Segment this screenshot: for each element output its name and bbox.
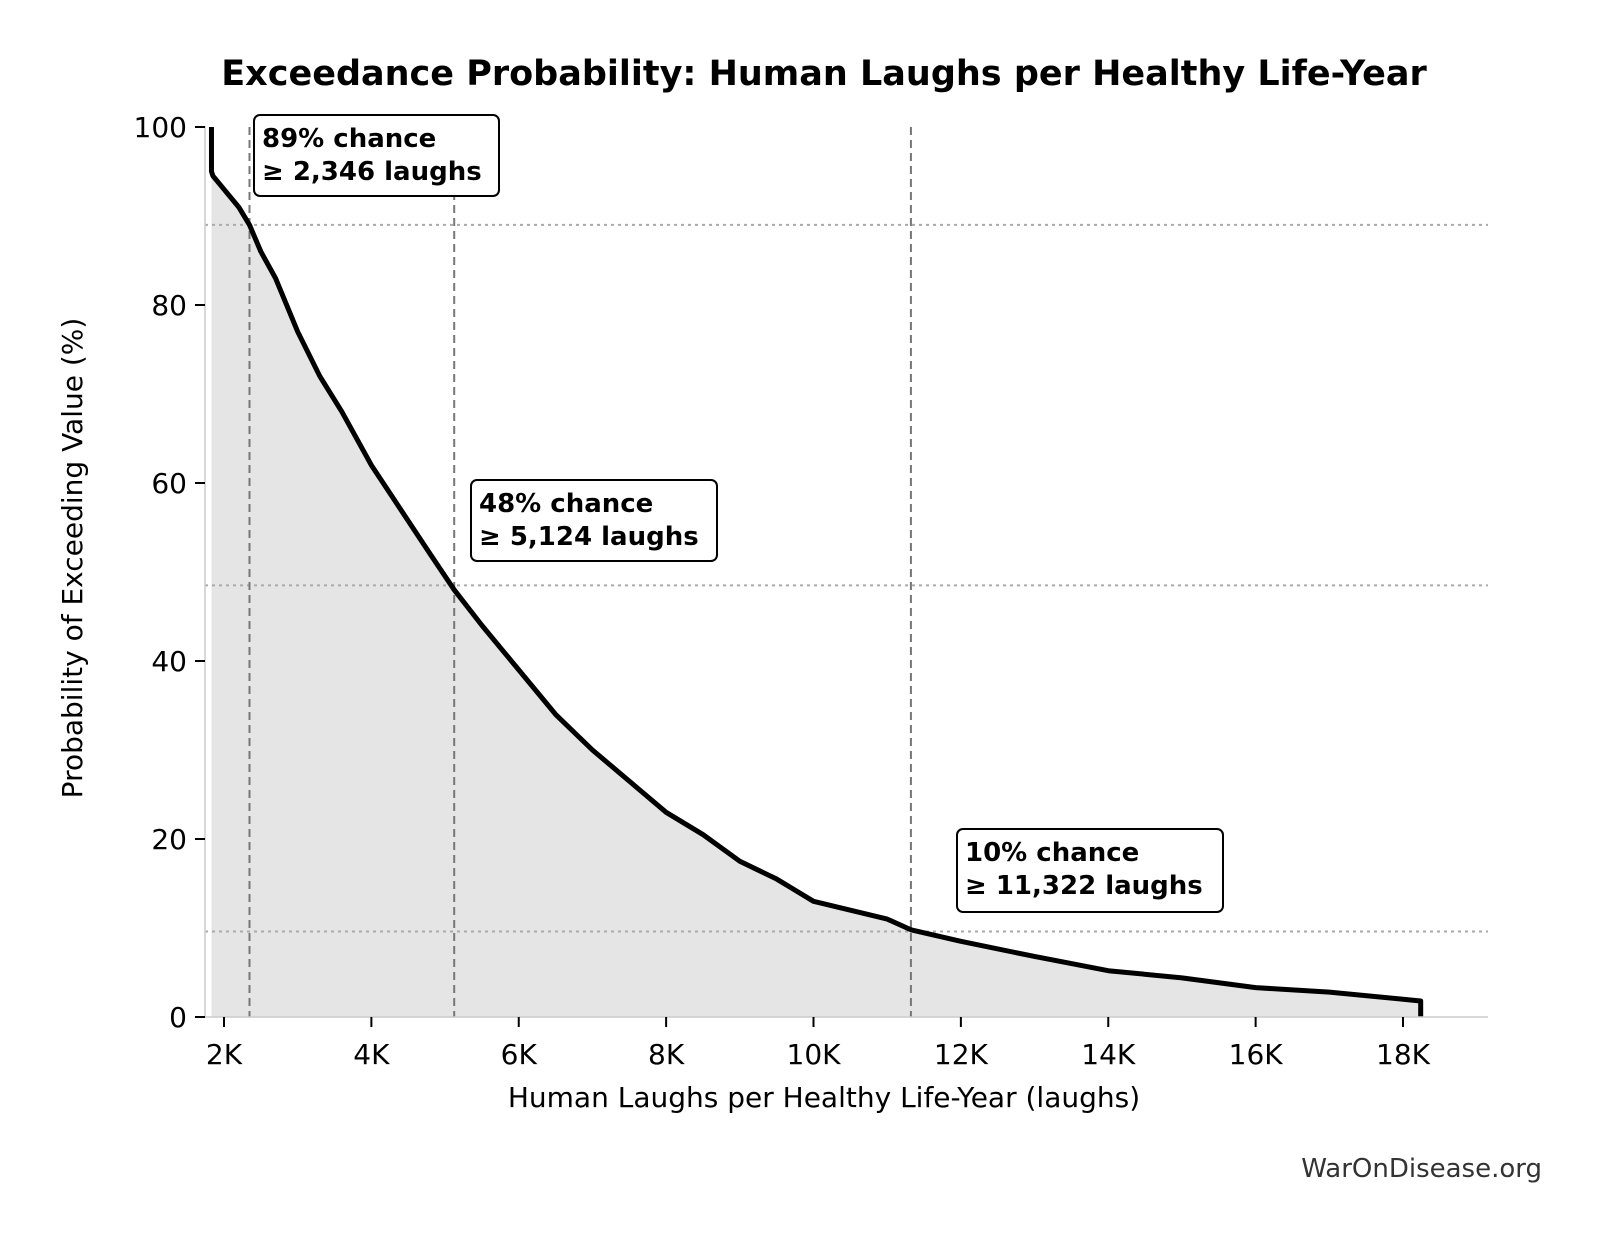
x-axis-label: Human Laughs per Healthy Life-Year (laug… (508, 1081, 1140, 1114)
x-tick-label: 8K (648, 1038, 685, 1071)
x-tick-label: 16K (1229, 1038, 1284, 1071)
y-axis-label: Probability of Exceeding Value (%) (56, 318, 89, 799)
annotation-line1-1: 89% chance (262, 124, 436, 154)
y-tick-label: 40 (151, 645, 187, 678)
x-tick-label: 4K (353, 1038, 390, 1071)
x-tick-label: 14K (1081, 1038, 1136, 1071)
y-tick-label: 20 (151, 823, 187, 856)
annotation-box-1 (253, 114, 500, 197)
annotation-box-2 (470, 479, 718, 562)
annotation-line1-2: 48% chance (479, 489, 653, 519)
annotation-line2-2: ≥ 5,124 laughs (479, 522, 699, 552)
y-tick-label: 60 (151, 467, 187, 500)
y-tick-label: 80 (151, 289, 187, 322)
x-tick-label: 12K (934, 1038, 989, 1071)
area-fill (211, 127, 1421, 1017)
annotation-line1-3: 10% chance (965, 838, 1139, 868)
x-tick-label: 10K (787, 1038, 842, 1071)
chart-title: Exceedance Probability: Human Laughs per… (221, 54, 1427, 94)
x-tick-label: 2K (206, 1038, 243, 1071)
series-line (208, 127, 1424, 1017)
y-tick-label: 0 (169, 1001, 187, 1034)
y-tick-label: 100 (134, 111, 187, 144)
annotation-box-3 (956, 828, 1224, 913)
annotation-line2-1: ≥ 2,346 laughs (262, 157, 482, 187)
x-tick-label: 18K (1376, 1038, 1431, 1071)
annotation-line2-3: ≥ 11,322 laughs (965, 871, 1203, 901)
credit-text: WarOnDisease.org (1301, 1154, 1542, 1184)
x-tick-label: 6K (501, 1038, 538, 1071)
plot-area: 0 20 40 60 80 100 2K 4K 6K 8K 10K 12K 14K 16K 18K 89% c… (134, 111, 1488, 1071)
